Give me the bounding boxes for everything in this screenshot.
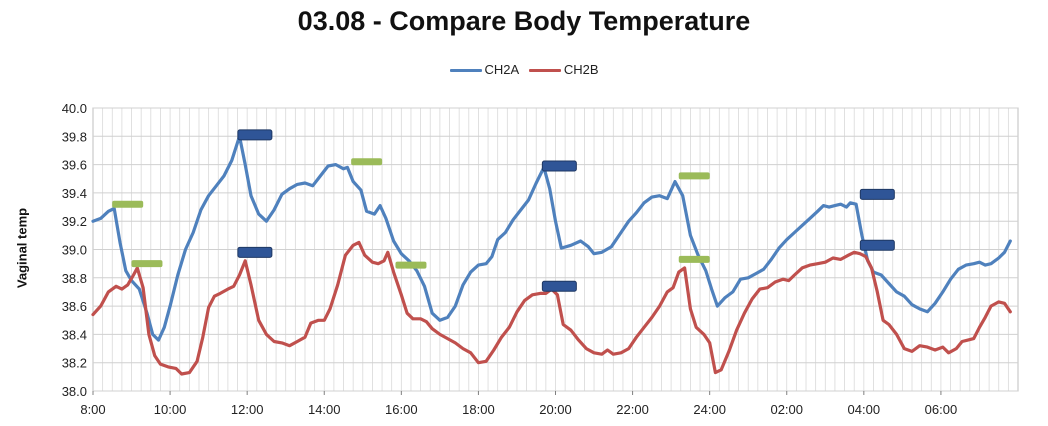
annotation-marker xyxy=(859,239,895,251)
series-line-ch2a xyxy=(91,134,1012,342)
annotation-marker xyxy=(237,129,273,141)
y-tick-label: 39.6 xyxy=(62,158,87,173)
y-tick-label: 38.2 xyxy=(62,356,87,371)
legend-item-ch2b: CH2B xyxy=(528,62,599,77)
legend: CH2A CH2B xyxy=(0,62,1048,77)
annotation-marker xyxy=(395,261,427,269)
annotation-marker xyxy=(859,188,895,200)
x-tick-label: 02:00 xyxy=(770,402,803,417)
x-tick-label: 10:00 xyxy=(154,402,187,417)
y-tick-label: 39.8 xyxy=(62,129,87,144)
legend-swatch-ch2b xyxy=(528,69,561,73)
x-tick-label: 18:00 xyxy=(462,402,495,417)
y-tick-label: 38.6 xyxy=(62,299,87,314)
x-tick-label: 06:00 xyxy=(925,402,958,417)
x-tick-label: 12:00 xyxy=(231,402,264,417)
annotation-marker xyxy=(351,158,383,166)
y-tick-label: 38.4 xyxy=(62,327,87,342)
chart-title: 03.08 - Compare Body Temperature xyxy=(297,6,751,36)
legend-item-ch2a: CH2A xyxy=(449,62,520,77)
y-tick-label: 38.0 xyxy=(62,384,87,399)
annotation-marker xyxy=(678,172,710,180)
legend-label-ch2a: CH2A xyxy=(484,62,520,77)
legend-swatch-ch2a xyxy=(449,69,482,73)
annotation-marker xyxy=(541,160,577,172)
y-tick-label: 39.2 xyxy=(62,214,87,229)
y-tick-label: 38.8 xyxy=(62,271,87,286)
annotation-marker xyxy=(131,260,163,268)
y-tick-label: 40.0 xyxy=(62,101,87,116)
legend-label-ch2b: CH2B xyxy=(563,62,599,77)
y-tick-label: 39.4 xyxy=(62,186,87,201)
annotation-marker xyxy=(678,255,710,263)
x-tick-label: 16:00 xyxy=(385,402,418,417)
annotation-marker xyxy=(541,280,577,292)
x-tick-label: 20:00 xyxy=(539,402,572,417)
x-tick-label: 22:00 xyxy=(616,402,649,417)
annotation-marker xyxy=(112,200,144,208)
x-tick-label: 04:00 xyxy=(848,402,881,417)
x-tick-label: 14:00 xyxy=(308,402,341,417)
x-tick-label: 24:00 xyxy=(693,402,726,417)
annotation-marker xyxy=(237,246,273,258)
y-tick-label: 39.0 xyxy=(62,243,87,258)
x-tick-label: 8:00 xyxy=(80,402,105,417)
